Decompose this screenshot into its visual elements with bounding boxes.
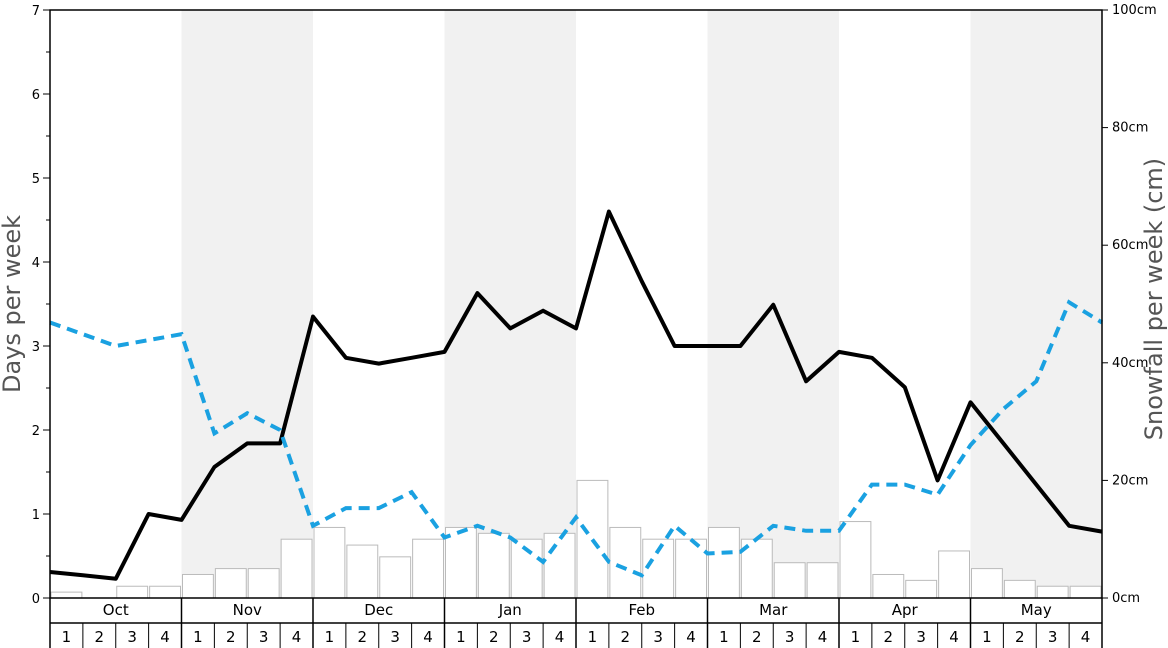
week-label: 2	[621, 628, 631, 646]
week-label: 2	[226, 628, 236, 646]
snowfall-bar	[905, 579, 938, 599]
snowfall-bar	[872, 573, 905, 599]
snowfall-bar	[806, 562, 839, 599]
snowfall-bar	[280, 538, 313, 599]
week-label: 1	[851, 628, 861, 646]
dashed-series-line	[49, 299, 1104, 578]
right-tick-label: 100cm	[1112, 3, 1157, 18]
week-label: 1	[193, 628, 203, 646]
left-tick-label: 5	[32, 172, 40, 187]
month-band	[970, 10, 1102, 598]
snowfall-bar	[609, 526, 642, 599]
snowfall-bar	[938, 550, 970, 599]
week-label: 3	[127, 628, 137, 646]
snowfall-bar	[214, 568, 247, 599]
snowfall-bar	[839, 521, 872, 599]
snowfall-bar	[182, 573, 214, 599]
week-label: 2	[1015, 628, 1025, 646]
month-label: Feb	[628, 601, 655, 619]
week-label: 4	[423, 628, 433, 646]
snowfall-bar	[346, 544, 379, 599]
month-label: Nov	[233, 601, 262, 619]
snowfall-bar	[247, 568, 280, 599]
week-label: 1	[62, 628, 72, 646]
week-label: 3	[1048, 628, 1058, 646]
month-label: Oct	[103, 601, 129, 619]
left-axis-title: Days per week	[0, 215, 26, 393]
week-label: 3	[785, 628, 795, 646]
snowfall-bar	[543, 532, 576, 599]
week-label: 3	[390, 628, 400, 646]
week-label: 4	[686, 628, 696, 646]
right-tick-label: 0cm	[1112, 591, 1140, 606]
left-tick-label: 3	[32, 340, 40, 355]
month-label: Dec	[364, 601, 393, 619]
week-label: 1	[456, 628, 466, 646]
week-label: 3	[522, 628, 532, 646]
snowfall-bar	[1036, 585, 1069, 599]
snowfall-bar	[149, 585, 181, 599]
snowfall-bar	[477, 532, 510, 599]
week-label: 4	[160, 628, 170, 646]
month-label: Mar	[759, 601, 788, 619]
right-tick-label: 80cm	[1112, 121, 1148, 136]
snowfall-bar	[773, 562, 806, 599]
week-label: 1	[588, 628, 598, 646]
right-tick-label: 40cm	[1112, 356, 1148, 371]
left-tick-label: 0	[32, 592, 40, 607]
snowfall-bar	[412, 538, 444, 599]
month-label: May	[1021, 601, 1052, 619]
snowfall-bar	[379, 556, 412, 599]
week-label: 4	[818, 628, 828, 646]
axes	[43, 9, 1108, 648]
snowfall-bar	[708, 526, 740, 599]
left-tick-label: 7	[32, 4, 40, 19]
week-label: 3	[259, 628, 269, 646]
week-label: 2	[884, 628, 894, 646]
week-label: 1	[719, 628, 729, 646]
series-lines	[49, 209, 1104, 581]
week-label: 3	[653, 628, 663, 646]
week-label: 4	[949, 628, 959, 646]
month-band	[181, 10, 313, 598]
snowfall-bar	[675, 538, 707, 599]
week-label: 1	[982, 628, 992, 646]
snowfall-bars	[50, 479, 1102, 599]
right-axis-title: Snowfall per week (cm)	[1140, 158, 1168, 440]
week-label: 2	[95, 628, 105, 646]
month-label: Apr	[892, 601, 919, 619]
week-label: 4	[555, 628, 565, 646]
week-label: 2	[489, 628, 499, 646]
left-tick-label: 1	[32, 508, 40, 523]
month-label: Jan	[498, 601, 522, 619]
snowfall-bar	[50, 591, 83, 599]
left-tick-label: 4	[32, 256, 40, 271]
week-label: 3	[916, 628, 926, 646]
right-tick-label: 20cm	[1112, 473, 1148, 488]
snowfall-bar	[1003, 579, 1036, 599]
month-bands	[181, 10, 1102, 598]
left-tick-label: 6	[32, 88, 40, 103]
snowfall-bar	[971, 568, 1003, 599]
snowfall-bar	[116, 585, 149, 599]
snowfall-bar	[1069, 585, 1102, 599]
solid-series-line	[49, 209, 1103, 581]
week-label: 2	[752, 628, 762, 646]
week-label: 4	[1081, 628, 1091, 646]
month-band	[444, 10, 576, 598]
snowfall-bar	[313, 526, 346, 599]
week-label: 2	[358, 628, 368, 646]
snowfall-bar	[445, 526, 477, 599]
axis-labels: 0 1 2 3 4 5 6 7 0cm 20cm 40cm 60cm 80cm 100cm Oct 1 2 3 4 N…	[0, 3, 1168, 646]
right-tick-label: 60cm	[1112, 238, 1148, 253]
week-label: 1	[325, 628, 335, 646]
snowfall-bar	[576, 479, 609, 599]
week-label: 4	[292, 628, 302, 646]
left-tick-label: 2	[32, 424, 40, 439]
